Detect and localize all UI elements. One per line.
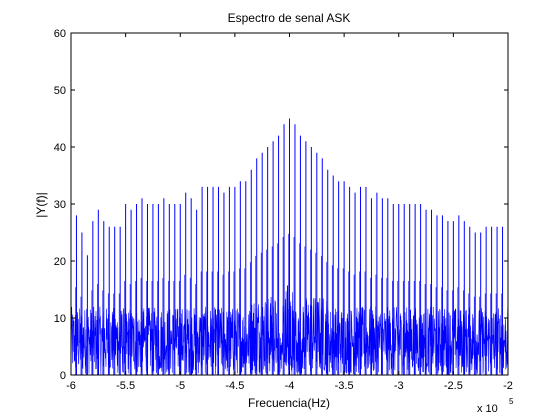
chart-title: Espectro de senal ASK bbox=[228, 11, 351, 25]
x-tick-label: -5.5 bbox=[116, 380, 135, 392]
y-tick-label: 30 bbox=[54, 199, 66, 211]
y-ticks: 0 10 20 30 40 50 60 bbox=[54, 28, 508, 382]
spike-layer bbox=[75, 118, 504, 375]
x-multiplier-base: x 10 bbox=[477, 403, 498, 415]
x-tick-label: -2.5 bbox=[444, 380, 463, 392]
y-tick-label: 10 bbox=[54, 313, 66, 325]
y-tick-label: 60 bbox=[54, 28, 66, 40]
x-tick-label: -4.5 bbox=[225, 380, 244, 392]
y-tick-label: 40 bbox=[54, 142, 66, 154]
x-tick-label: -5 bbox=[175, 380, 185, 392]
x-tick-label: -6 bbox=[66, 380, 76, 392]
x-tick-label: -2 bbox=[503, 380, 513, 392]
x-multiplier-exponent: 5 bbox=[509, 397, 514, 406]
y-tick-label: 0 bbox=[60, 370, 66, 382]
y-tick-label: 50 bbox=[54, 85, 66, 97]
y-tick-label: 20 bbox=[54, 256, 66, 268]
x-axis-label: Frecuencia(Hz) bbox=[248, 396, 330, 410]
y-axis-label: |Y(f)| bbox=[34, 192, 48, 218]
x-ticks: -6 -5.5 -5 -4.5 -4 -3.5 -3 -2.5 -2 bbox=[66, 33, 513, 392]
x-tick-label: -4 bbox=[285, 380, 295, 392]
x-tick-label: -3.5 bbox=[335, 380, 354, 392]
x-tick-label: -3 bbox=[394, 380, 404, 392]
